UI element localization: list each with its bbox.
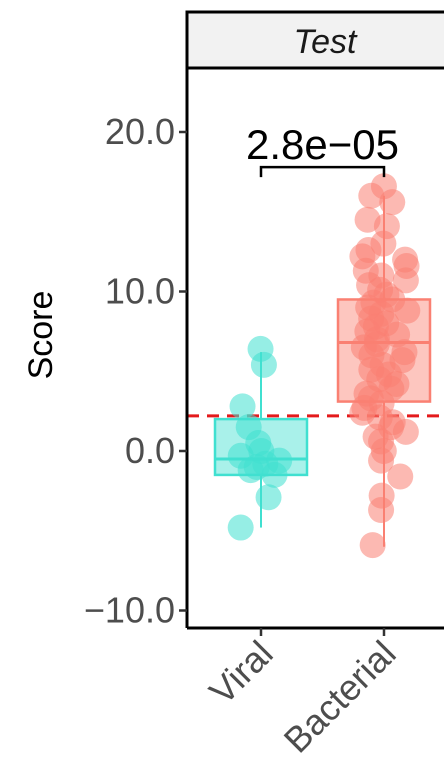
data-point [392, 267, 419, 294]
data-point [368, 497, 395, 524]
data-point [359, 532, 386, 559]
data-point [358, 182, 385, 209]
data-point [379, 189, 406, 216]
data-point [392, 418, 419, 445]
data-point [387, 463, 414, 490]
data-point [255, 484, 282, 511]
data-point [227, 514, 254, 541]
points-viral [227, 335, 293, 541]
data-point [368, 447, 395, 474]
x-tick-label: Bacterial [276, 633, 404, 761]
facet-strip-background [185, 10, 444, 70]
data-point [229, 393, 256, 420]
points-bacterial [349, 173, 421, 559]
significance-bracket [259, 165, 386, 178]
data-point [250, 351, 277, 378]
facet-strip-label: Test [293, 23, 358, 61]
data-point [394, 297, 421, 324]
facet-strip: Test [185, 10, 444, 70]
y-tick-label: 10.0 [105, 271, 175, 312]
y-axis-title: Score [22, 291, 60, 380]
significance-label: 2.8e−05 [246, 121, 399, 168]
data-point [261, 461, 288, 488]
data-point [237, 457, 264, 484]
y-tick-label: −10.0 [84, 590, 175, 631]
y-tick-label: 20.0 [105, 111, 175, 152]
x-tick-label: Viral [201, 633, 280, 712]
y-tick-label: 0.0 [125, 430, 175, 471]
